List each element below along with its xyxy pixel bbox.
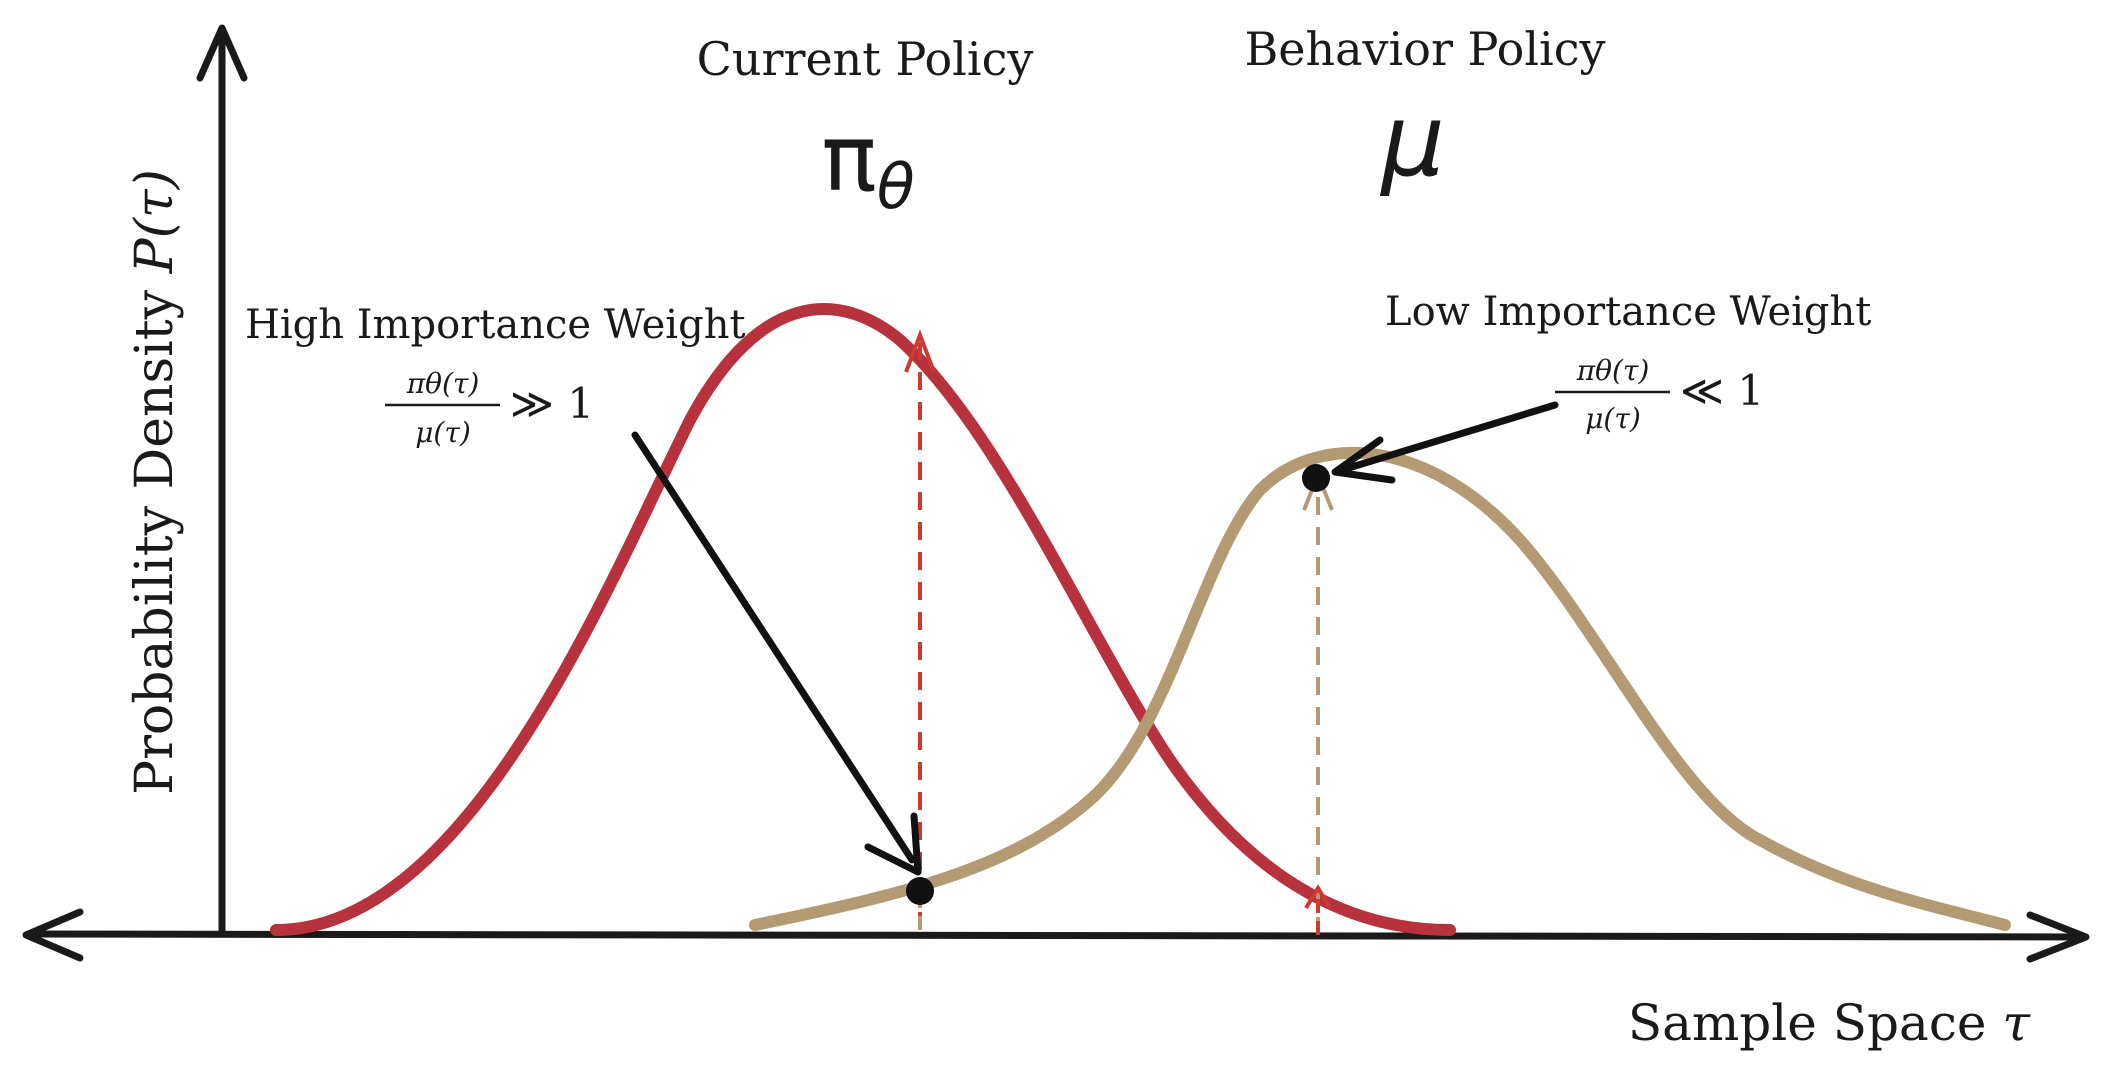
- low-weight-pointer-arrow: [1331, 401, 1559, 484]
- low-weight-title: Low Importance Weight: [1385, 289, 1871, 335]
- high-weight-title: High Importance Weight: [245, 302, 746, 348]
- x-axis-label: Sample Space τ: [1628, 994, 2032, 1052]
- x-axis: [22, 908, 2090, 963]
- high-weight-pointer-arrow: [631, 431, 922, 876]
- behavior-policy-symbol: μ: [1379, 82, 1445, 199]
- behavior-policy-curve: [749, 446, 2011, 931]
- behavior-policy-title: Behavior Policy: [1244, 22, 1605, 76]
- guide-at-high-weight-point: [904, 329, 936, 930]
- high-weight-numerator: πθ(τ): [406, 367, 480, 400]
- low-weight-numerator: πθ(τ): [1576, 354, 1650, 387]
- current-policy-curve: [270, 303, 1456, 936]
- y-axis: [196, 24, 248, 935]
- low-weight-ratio: πθ(τ) μ(τ) ≪ 1: [1555, 354, 1764, 435]
- high-weight-ratio: πθ(τ) μ(τ) ≫ 1: [385, 367, 594, 449]
- low-weight-sample-point: [1302, 464, 1330, 492]
- low-weight-relation: ≪ 1: [1680, 366, 1764, 415]
- low-weight-denominator: μ(τ): [1585, 402, 1641, 435]
- current-policy-symbol: πθ: [821, 105, 914, 223]
- high-weight-sample-point: [906, 877, 934, 905]
- high-weight-relation: ≫ 1: [510, 379, 594, 428]
- guide-at-low-weight-point: [1302, 469, 1334, 935]
- current-policy-title: Current Policy: [697, 32, 1034, 86]
- y-axis-label: Probability Density P(τ): [125, 169, 185, 795]
- high-weight-denominator: μ(τ): [415, 416, 471, 449]
